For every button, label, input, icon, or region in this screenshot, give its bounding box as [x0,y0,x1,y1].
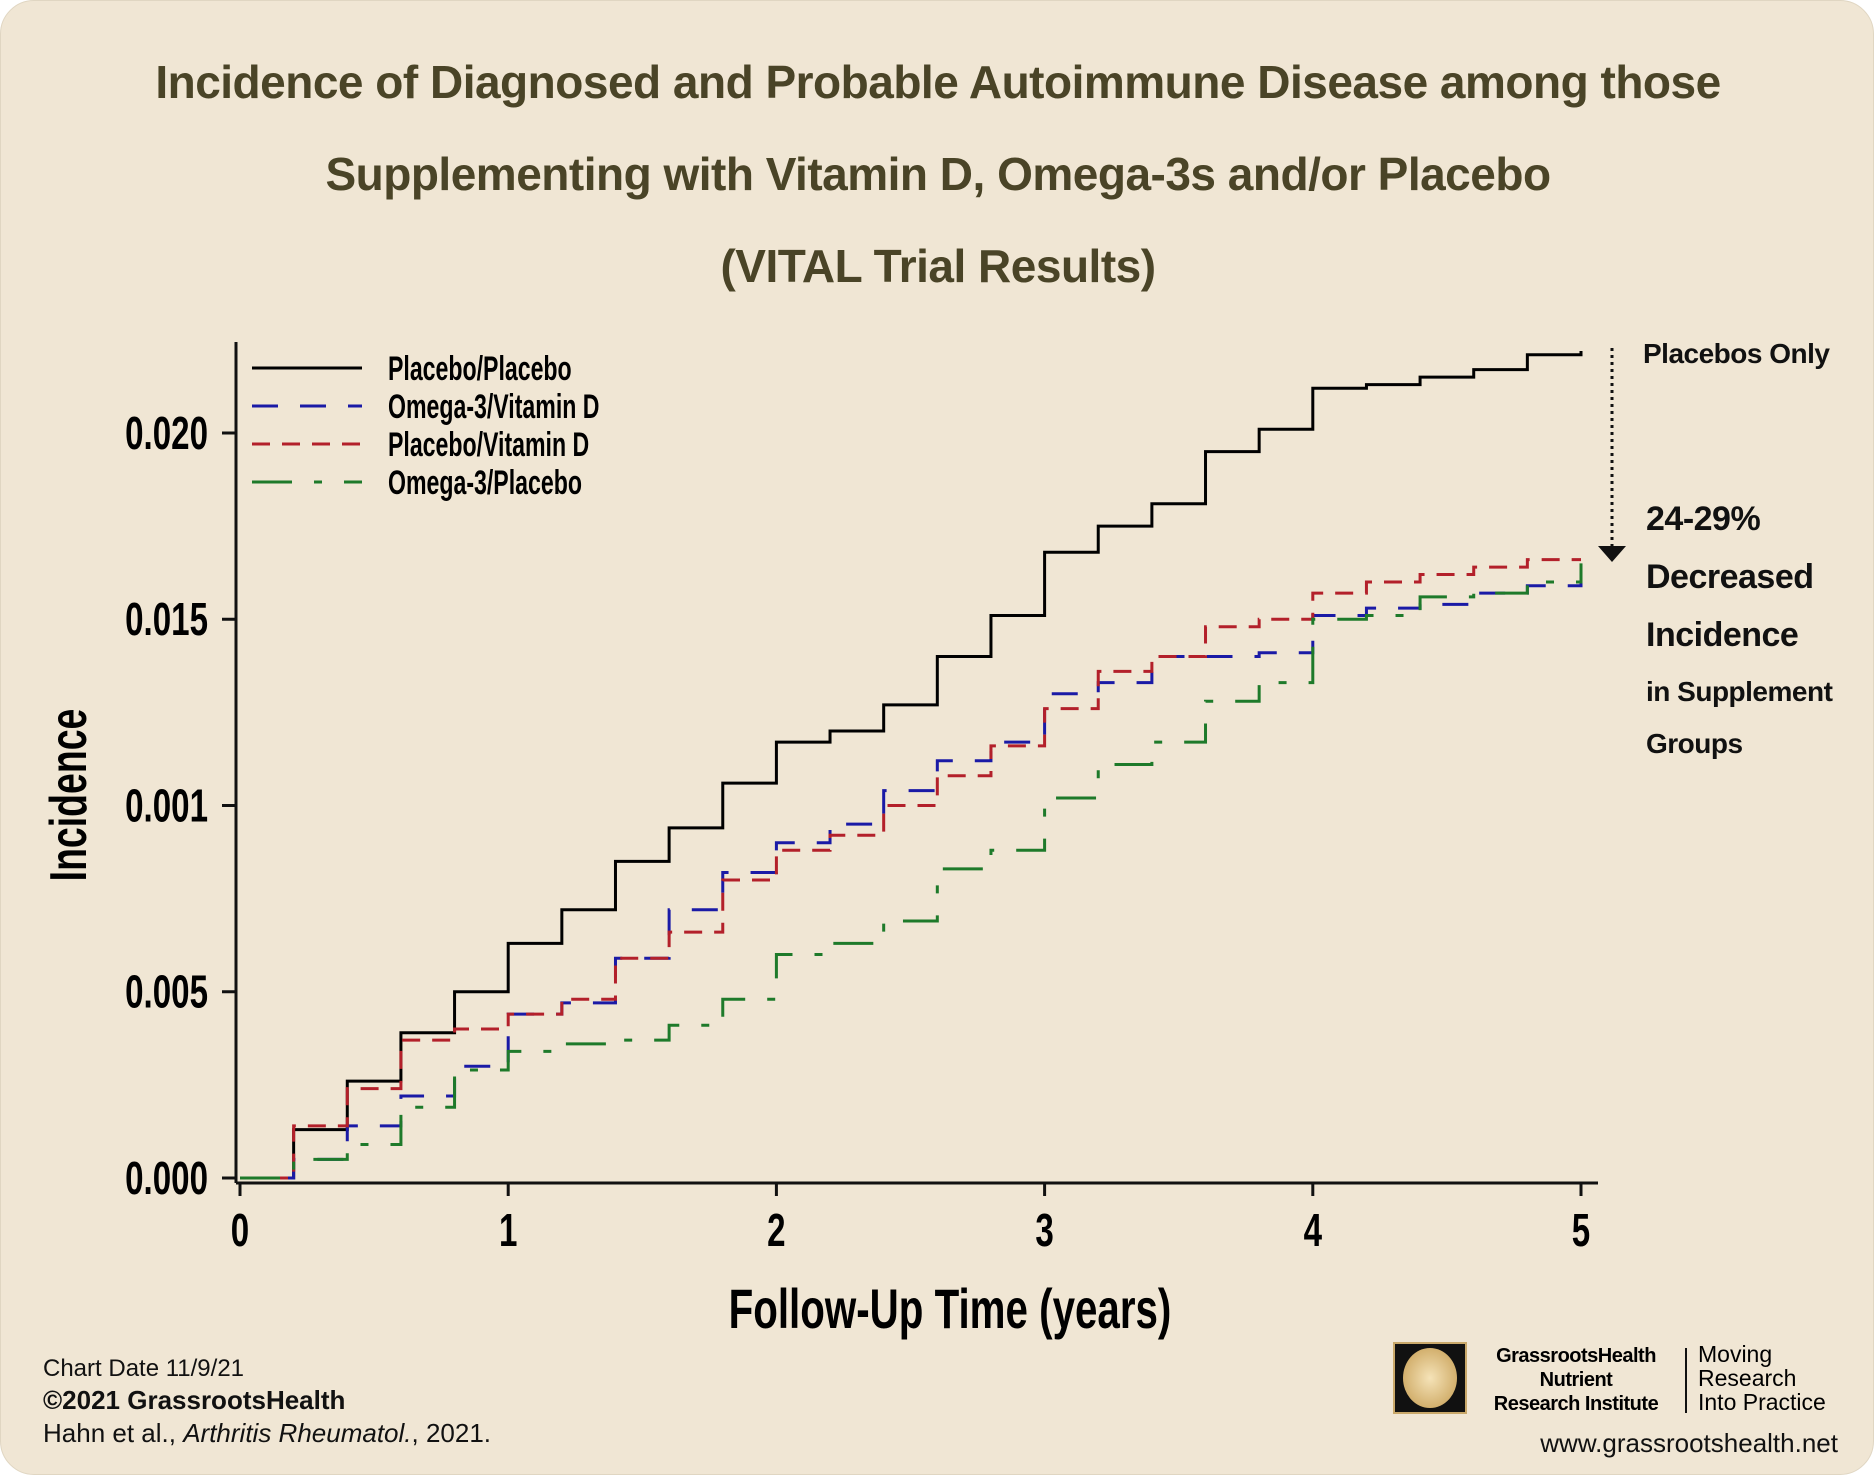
legend-label: Placebo/Vitamin D [388,427,589,464]
series-line-placebo-vitamin-d [240,558,1581,1180]
citation-authors: Hahn et al., [43,1418,184,1448]
tagline-line: Research [1698,1365,1797,1391]
logo-text-line: GrassrootsHealth [1496,1345,1656,1367]
citation: Hahn et al., Arthritis Rheumatol., 2021. [43,1418,491,1449]
tagline-line: Moving [1698,1341,1773,1367]
x-tick-label: 5 [1572,1206,1590,1256]
citation-journal: Arthritis Rheumatol. [183,1418,412,1448]
logo-text: GrassrootsHealth Nutrient Research Insti… [1472,1344,1680,1416]
annotation-incidence: Incidence [1646,616,1799,654]
website-link[interactable]: www.grassrootshealth.net [1540,1428,1838,1458]
y-tick-label: 0.020 [125,409,208,459]
legend-label: Omega-3/Placebo [388,465,582,502]
x-tick-label: 4 [1304,1206,1323,1256]
chart-date: Chart Date 11/9/21 [43,1355,245,1382]
annotation-decreased: Decreased [1646,558,1814,596]
series-line-omega-3-placebo [240,563,1583,1180]
logo-text-line: Nutrient [1539,1369,1613,1391]
tagline: Moving Research Into Practice [1698,1342,1826,1414]
copyright: ©2021 GrassrootsHealth [43,1385,346,1415]
y-tick-label: 0.005 [125,968,208,1018]
logo-text-line: Research Institute [1493,1393,1659,1415]
logo-divider [1685,1348,1687,1413]
chart-title: Incidence of Diagnosed and Probable Auto… [40,36,1836,312]
title-line-1: Incidence of Diagnosed and Probable Auto… [155,56,1721,108]
annotation-placebos-only: Placebos Only [1643,338,1830,369]
x-tick-label: 1 [499,1206,517,1256]
series-line-placebo-placebo [240,351,1583,1180]
title-line-3: (VITAL Trial Results) [720,240,1156,292]
logo [1393,1342,1467,1414]
annotation-percent: 24-29% [1646,500,1761,538]
arrow-down-icon [1598,546,1626,562]
title-line-2: Supplementing with Vitamin D, Omega-3s a… [325,148,1551,200]
vitruvian-logo-icon [1403,1348,1457,1408]
legend-label: Placebo/Placebo [388,351,572,388]
y-tick-label: 0.001 [125,781,208,831]
annotation-supplement: in Supplement [1646,676,1833,707]
x-tick-label: 3 [1035,1206,1053,1256]
legend-label: Omega-3/Vitamin D [388,389,599,426]
citation-year: , 2021. [411,1418,492,1448]
y-tick-label: 0.015 [125,595,208,645]
x-axis-label: Follow-Up Time (years) [729,1279,1172,1341]
x-tick-label: 2 [767,1206,785,1256]
annotation-groups: Groups [1646,728,1743,759]
y-tick-label: 0.000 [125,1154,208,1204]
y-axis-label: Incidence [39,709,98,882]
x-tick-label: 0 [231,1206,249,1256]
tagline-line: Into Practice [1698,1389,1826,1415]
series-line-omega-3-vitamin-d [240,578,1583,1180]
